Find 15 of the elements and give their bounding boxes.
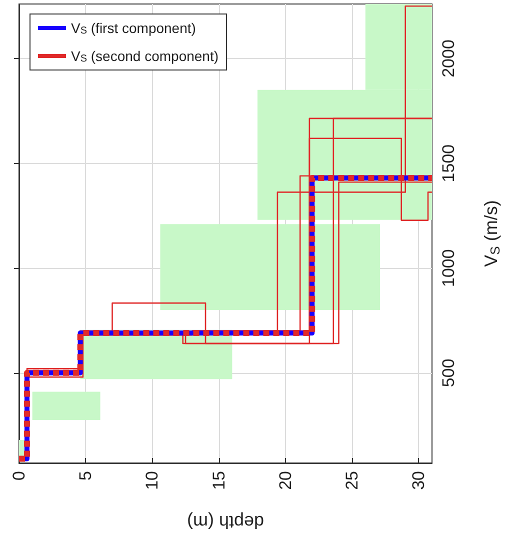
y-tick-label: 500 bbox=[439, 358, 458, 388]
x-axis-title: depth (m) bbox=[186, 512, 264, 532]
x-tick-label: 25 bbox=[342, 471, 362, 490]
legend-label: VS (first component) bbox=[71, 20, 196, 36]
y-axis-title: VS (m/s) bbox=[481, 200, 502, 267]
x-tick-label: 20 bbox=[276, 471, 295, 490]
x-tick-label: 0 bbox=[10, 471, 28, 480]
x-tick-label: 5 bbox=[76, 471, 96, 480]
y-tick-label: 1500 bbox=[439, 144, 458, 182]
x-tick-label: 10 bbox=[142, 471, 162, 490]
x-tick-label: 15 bbox=[209, 471, 228, 490]
y-tick-label: 1000 bbox=[439, 249, 458, 287]
y-tick-label: 2000 bbox=[439, 40, 458, 78]
x-tick-label: 30 bbox=[409, 471, 428, 490]
legend-label: VS (second component) bbox=[71, 48, 219, 64]
